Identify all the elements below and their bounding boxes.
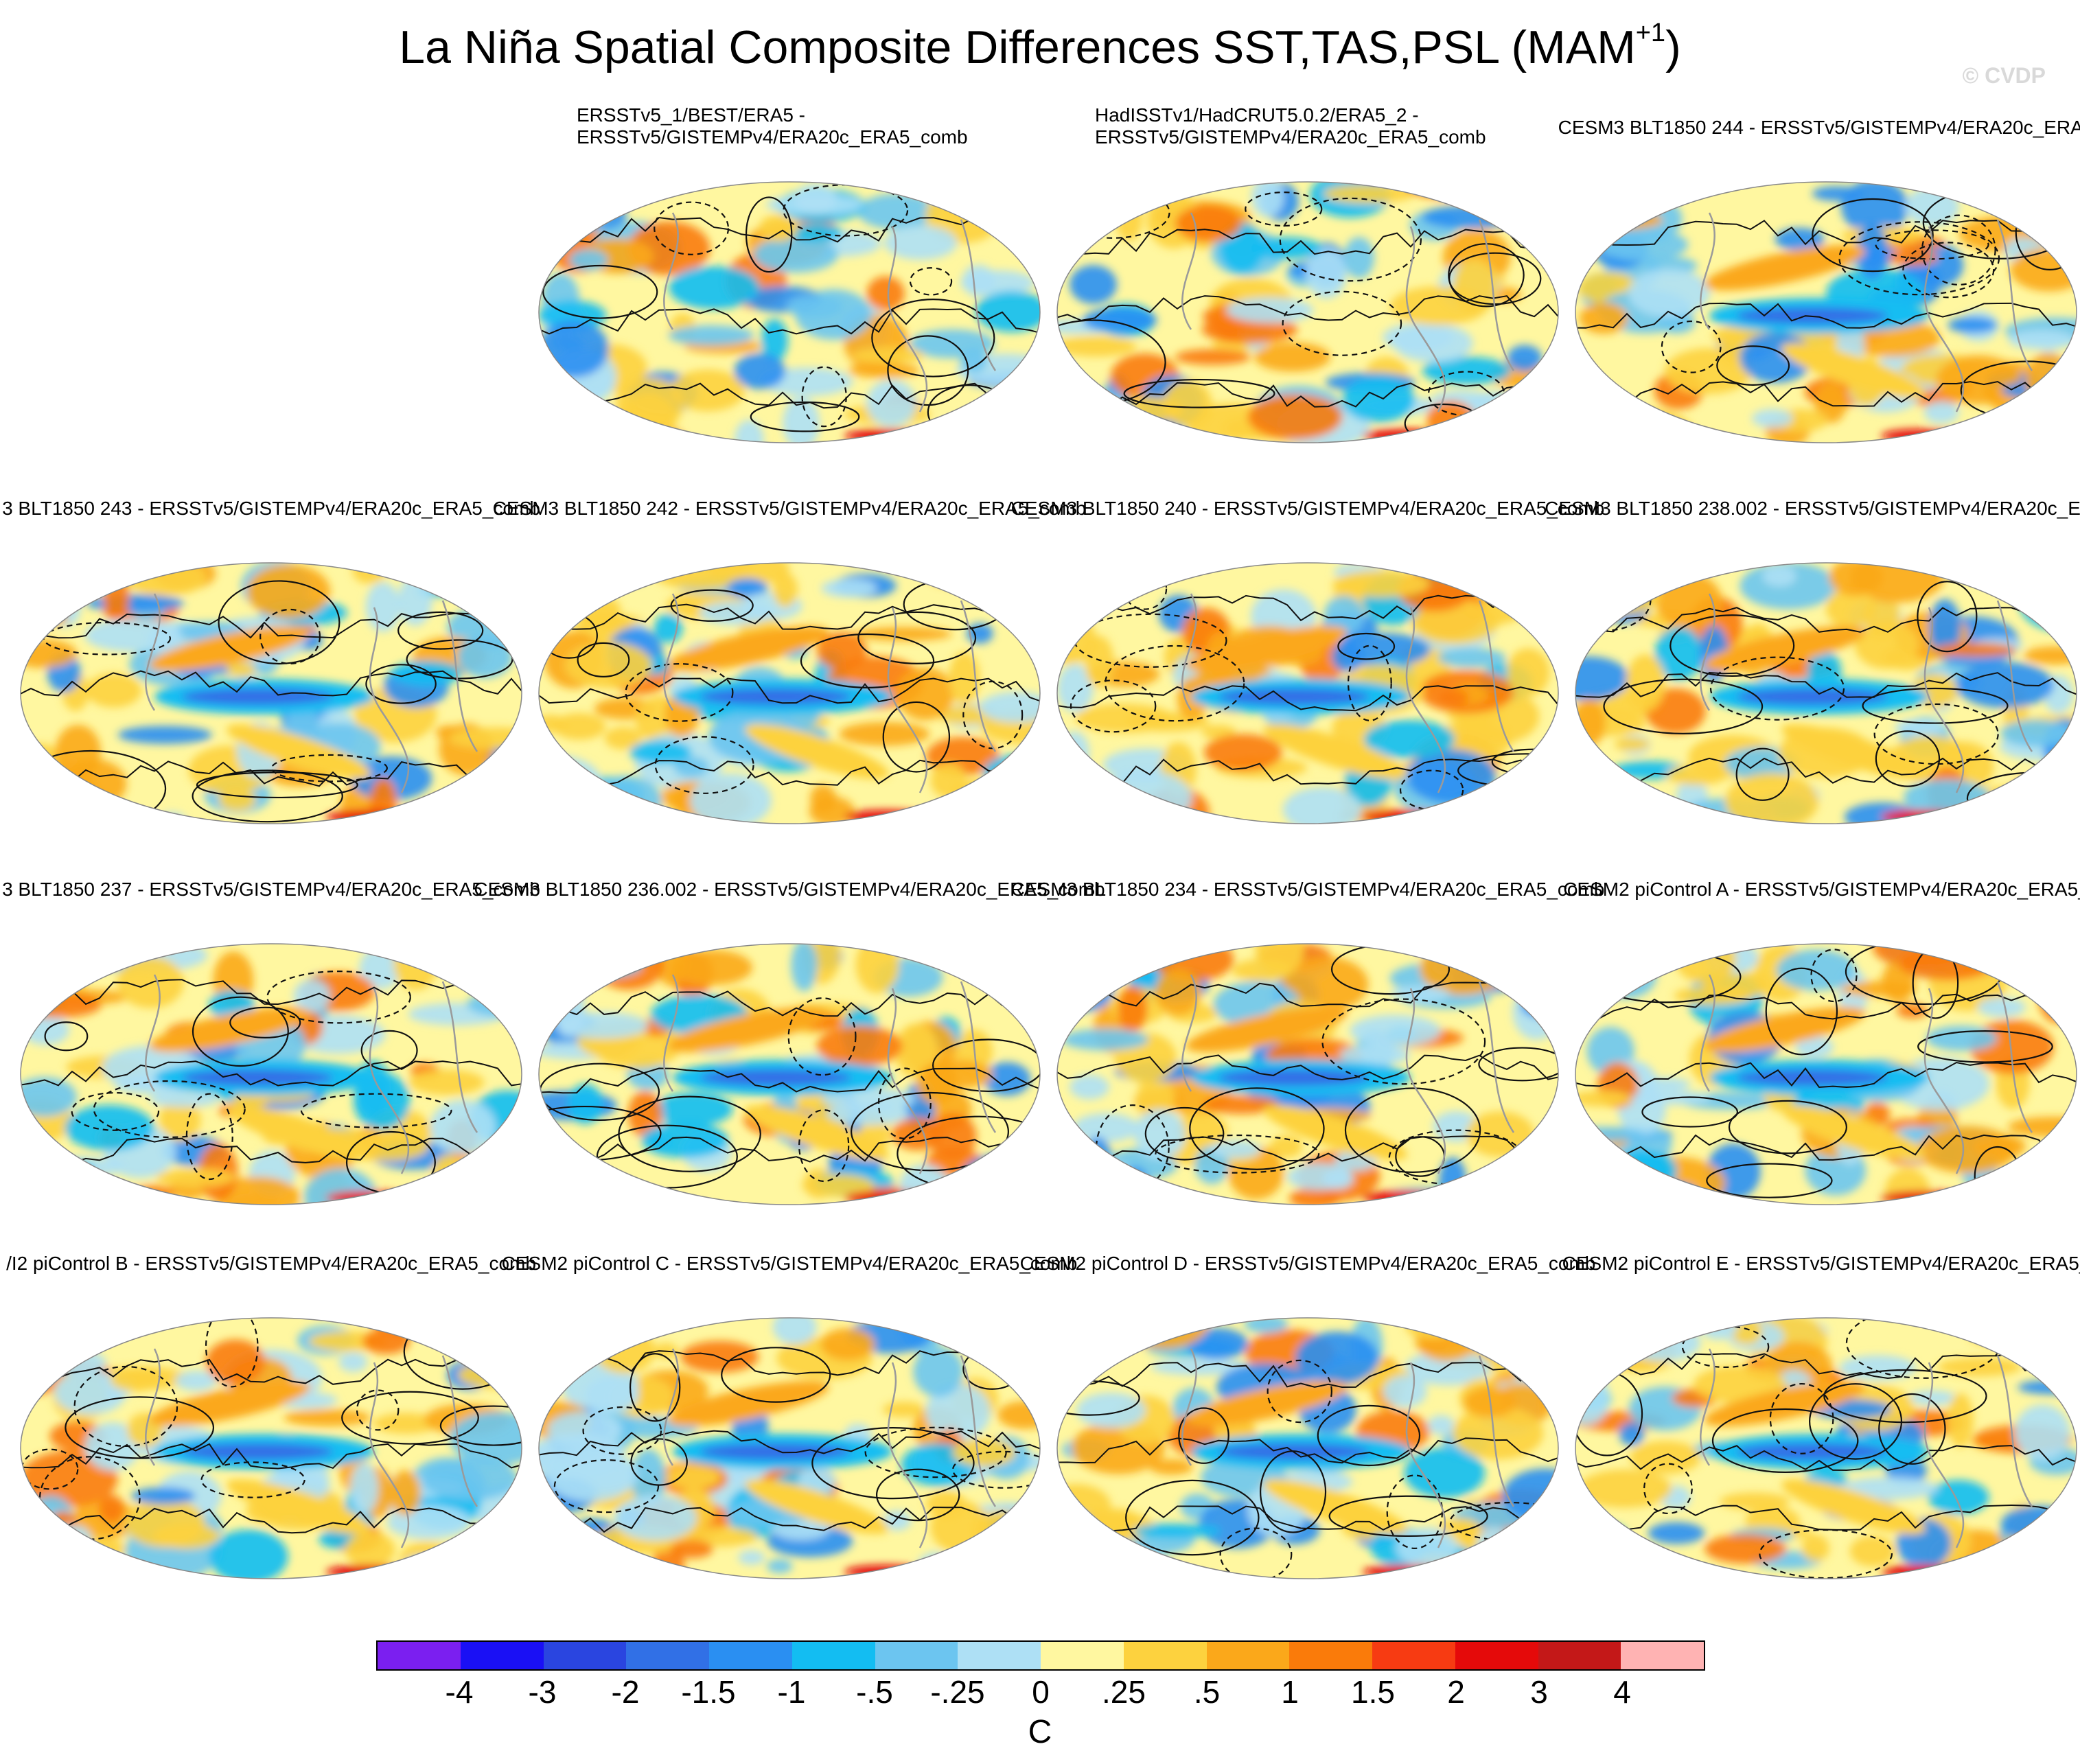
colorbar-tick-label: 0 [1032,1674,1050,1710]
colorbar-tick-label: -.25 [930,1674,985,1710]
robinson-map [538,1317,1041,1579]
panel-title: CESM3 BLT1850 238.002 - ERSSTv5/GISTEMPv… [1545,498,2080,519]
colorbar-tick-label: 2 [1447,1674,1465,1710]
map-panel-14: CESM2 piControl D - ERSSTv5/GISTEMPv4/ER… [1020,1253,1595,1582]
cvdp-watermark: © CVDP [1962,63,2046,88]
colorbar-swatch [543,1642,627,1669]
panel-title: CESM3 BLT1850 244 - ERSSTv5/GISTEMPv4/ER… [1558,117,2080,138]
colorbar-swatch [1455,1642,1538,1669]
colorbar-swatch [1538,1642,1621,1669]
colorbar-tick-label: .5 [1193,1674,1221,1710]
map-panel-1: ERSSTv5_1/BEST/ERA5 - ERSSTv5/GISTEMPv4/… [535,104,1043,446]
map-panel-2: HadISSTv1/HadCRUT5.0.2/ERA5_2 - ERSSTv5/… [1054,104,1562,446]
colorbar-swatch [1372,1642,1455,1669]
colorbar-tick-label: -1.5 [681,1674,736,1710]
robinson-map [20,562,522,824]
colorbar-tick-label: -1 [777,1674,806,1710]
panel-title: /I2 piControl B - ERSSTv5/GISTEMPv4/ERA2… [6,1253,536,1274]
colorbar-tick-label: -4 [445,1674,474,1710]
panel-title: CESM3 BLT1850 234 - ERSSTv5/GISTEMPv4/ER… [1010,879,1605,900]
robinson-map [1056,943,1559,1205]
robinson-map [538,943,1041,1205]
colorbar-swatch [1289,1642,1372,1669]
colorbar [376,1640,1705,1671]
colorbar-swatch [958,1642,1041,1669]
robinson-map [1056,562,1559,824]
colorbar-swatch [1123,1642,1207,1669]
map-panel-13: CESM2 piControl C - ERSSTv5/GISTEMPv4/ER… [502,1253,1077,1582]
map-panel-grid: ERSSTv5_1/BEST/ERA5 - ERSSTv5/GISTEMPv4/… [2,104,2080,1582]
colorbar-tick-label: -2 [611,1674,640,1710]
robinson-map [20,1317,522,1579]
colorbar-swatch [626,1642,709,1669]
panel-title: CESM2 piControl C - ERSSTv5/GISTEMPv4/ER… [501,1253,1078,1274]
panel-title: CESM2 piControl E - ERSSTv5/GISTEMPv4/ER… [1562,1253,2080,1274]
map-panel-12: /I2 piControl B - ERSSTv5/GISTEMPv4/ERA2… [6,1253,536,1582]
panel-title: CESM2 piControl A - ERSSTv5/GISTEMPv4/ER… [1563,879,2080,900]
panel-title: 3 BLT1850 237 - ERSSTv5/GISTEMPv4/ERA20c… [2,879,540,900]
panel-title: CESM3 BLT1850 242 - ERSSTv5/GISTEMPv4/ER… [492,498,1087,519]
colorbar-swatch [791,1642,875,1669]
robinson-map [538,181,1041,443]
map-panel-4: 3 BLT1850 243 - ERSSTv5/GISTEMPv4/ERA20c… [2,498,540,827]
panel-title: CESM2 piControl D - ERSSTv5/GISTEMPv4/ER… [1019,1253,1596,1274]
map-panel-11: CESM2 piControl A - ERSSTv5/GISTEMPv4/ER… [1563,879,2080,1208]
robinson-map [20,943,522,1205]
robinson-map [1575,562,2077,824]
colorbar-tick-label: 1 [1281,1674,1299,1710]
colorbar-tick-label: .25 [1102,1674,1146,1710]
colorbar-swatch [378,1642,461,1669]
map-panel-6: CESM3 BLT1850 240 - ERSSTv5/GISTEMPv4/ER… [1011,498,1604,827]
colorbar-swatch [709,1642,792,1669]
map-panel-10: CESM3 BLT1850 234 - ERSSTv5/GISTEMPv4/ER… [1011,879,1604,1208]
colorbar-tick-label: 1.5 [1351,1674,1395,1710]
panel-title: ERSSTv5_1/BEST/ERA5 - ERSSTv5/GISTEMPv4/… [577,104,968,148]
colorbar-tick-label: 3 [1530,1674,1548,1710]
robinson-map [538,562,1041,824]
colorbar-swatch [1206,1642,1290,1669]
robinson-map [1575,1317,2077,1579]
colorbar-swatch [460,1642,544,1669]
colorbar-swatch [875,1642,958,1669]
map-panel-5: CESM3 BLT1850 242 - ERSSTv5/GISTEMPv4/ER… [493,498,1086,827]
title-superscript: +1 [1635,19,1666,48]
panel-title: CESM3 BLT1850 240 - ERSSTv5/GISTEMPv4/ER… [1010,498,1605,519]
figure-title: La Niña Spatial Composite Differences SS… [399,19,1681,73]
colorbar-labels: -4 -3 -2 -1.5 -1 -.5 -.25 0 .25 .5 1 1.5 2 3 4 [376,1673,1705,1715]
panel-title: 3 BLT1850 243 - ERSSTv5/GISTEMPv4/ERA20c… [2,498,540,519]
colorbar-tick-label: -.5 [856,1674,893,1710]
map-panel-7: CESM3 BLT1850 238.002 - ERSSTv5/GISTEMPv… [1545,498,2080,827]
robinson-map [1056,1317,1559,1579]
colorbar-tick-label: -3 [528,1674,557,1710]
robinson-map [1056,181,1559,443]
robinson-map [1575,943,2077,1205]
panel-title: HadISSTv1/HadCRUT5.0.2/ERA5_2 - ERSSTv5/… [1095,104,1486,148]
colorbar-swatch [1041,1642,1124,1669]
colorbar-tick-label: 4 [1613,1674,1631,1710]
panel-title: CESM3 BLT1850 236.002 - ERSSTv5/GISTEMPv… [474,879,1105,900]
map-panel-9: CESM3 BLT1850 236.002 - ERSSTv5/GISTEMPv… [474,879,1105,1208]
robinson-map [1575,181,2077,443]
map-panel-3: CESM3 BLT1850 244 - ERSSTv5/GISTEMPv4/ER… [1558,117,2080,446]
colorbar-unit-label: C [1028,1714,1052,1750]
map-panel-15: CESM2 piControl E - ERSSTv5/GISTEMPv4/ER… [1562,1253,2080,1582]
colorbar-swatch [1621,1642,1704,1669]
map-panel-8: 3 BLT1850 237 - ERSSTv5/GISTEMPv4/ERA20c… [2,879,540,1208]
